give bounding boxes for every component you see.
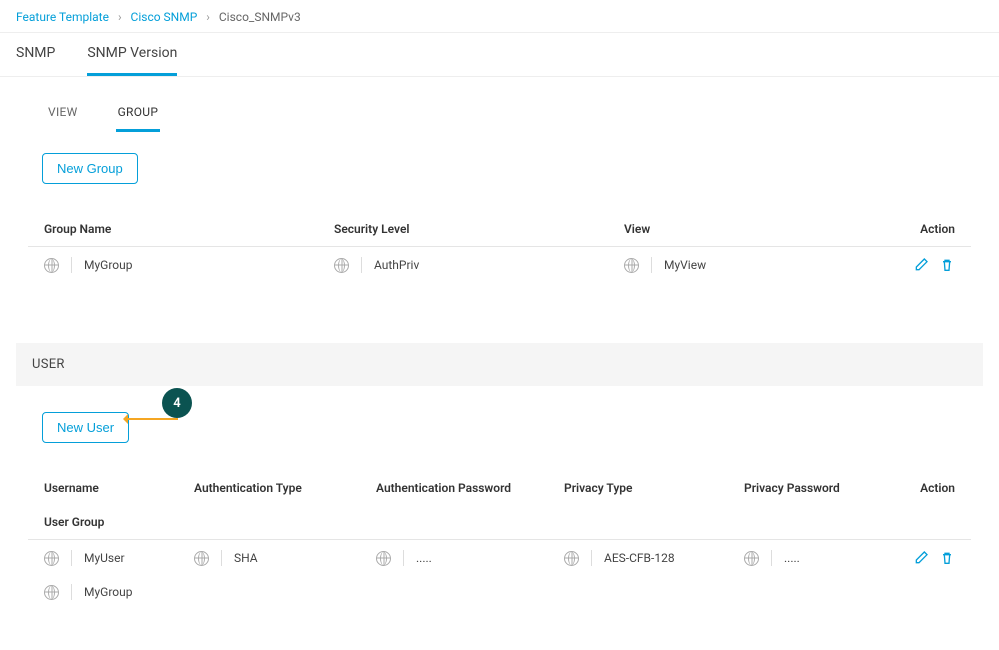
breadcrumb-sep: › — [118, 10, 122, 24]
cell-divider — [771, 550, 772, 566]
globe-icon — [624, 258, 639, 273]
breadcrumb-link-2[interactable]: Cisco SNMP — [131, 10, 198, 24]
user-table-row: MyUser SHA ..... AES-CFB-128 ..... — [28, 540, 971, 576]
group-table: Group Name Security Level View Action My… — [28, 212, 971, 283]
sub-tabs: VIEW GROUP — [28, 95, 971, 133]
cell-divider — [591, 550, 592, 566]
user-table-header: Username Authentication Type Authenticat… — [28, 471, 971, 505]
cell-divider — [361, 257, 362, 273]
group-table-row: MyGroup AuthPriv MyView — [28, 247, 971, 283]
cell-group-name: MyGroup — [84, 258, 132, 272]
col-view: View — [624, 222, 894, 236]
cell-view: MyView — [664, 258, 706, 272]
subtab-group[interactable]: GROUP — [116, 95, 161, 132]
col-username: Username — [44, 481, 194, 495]
delete-icon[interactable] — [939, 550, 955, 566]
user-table-header-2: User Group — [28, 505, 971, 540]
group-table-header: Group Name Security Level View Action — [28, 212, 971, 247]
col-auth-password: Authentication Password — [376, 481, 564, 495]
breadcrumb-sep: › — [206, 10, 210, 24]
cell-divider — [71, 584, 72, 600]
globe-icon — [564, 551, 579, 566]
col-user-group: User Group — [44, 515, 194, 529]
tab-snmp-version[interactable]: SNMP Version — [87, 33, 177, 76]
cell-divider — [403, 550, 404, 566]
new-group-button[interactable]: New Group — [42, 153, 138, 184]
globe-icon — [744, 551, 759, 566]
callout-badge: 4 — [162, 388, 192, 418]
col-security-level: Security Level — [334, 222, 624, 236]
delete-icon[interactable] — [939, 257, 955, 273]
cell-security-level: AuthPriv — [374, 258, 419, 272]
cell-divider — [71, 257, 72, 273]
cell-divider — [71, 550, 72, 566]
cell-auth-type: SHA — [234, 551, 258, 565]
globe-icon — [376, 551, 391, 566]
cell-privacy-password: ..... — [784, 551, 800, 565]
user-table: Username Authentication Type Authenticat… — [28, 471, 971, 610]
col-action: Action — [904, 481, 955, 495]
col-auth-type: Authentication Type — [194, 481, 376, 495]
breadcrumb-current: Cisco_SNMPv3 — [219, 10, 301, 24]
globe-icon — [334, 258, 349, 273]
globe-icon — [44, 585, 59, 600]
cell-divider — [651, 257, 652, 273]
cell-username: MyUser — [84, 551, 125, 565]
subtab-view[interactable]: VIEW — [46, 95, 80, 132]
callout-arrow-icon — [124, 418, 178, 420]
cell-privacy-type: AES-CFB-128 — [604, 551, 675, 565]
cell-auth-password: ..... — [416, 551, 432, 565]
step-callout: 4 — [142, 394, 172, 424]
col-privacy-type: Privacy Type — [564, 481, 744, 495]
globe-icon — [194, 551, 209, 566]
col-privacy-password: Privacy Password — [744, 481, 904, 495]
globe-icon — [44, 551, 59, 566]
content-area: VIEW GROUP New Group Group Name Security… — [0, 77, 999, 650]
user-section-header: USER — [16, 343, 983, 386]
edit-icon[interactable] — [913, 257, 929, 273]
cell-user-group: MyGroup — [84, 585, 132, 599]
new-user-button[interactable]: New User — [42, 412, 129, 443]
breadcrumb-link-1[interactable]: Feature Template — [16, 10, 109, 24]
edit-icon[interactable] — [913, 550, 929, 566]
user-table-row-2: MyGroup — [28, 576, 971, 610]
main-tabs: SNMP SNMP Version — [0, 33, 999, 77]
tab-snmp[interactable]: SNMP — [16, 33, 55, 76]
cell-divider — [221, 550, 222, 566]
col-group-name: Group Name — [44, 222, 334, 236]
col-action: Action — [894, 222, 955, 236]
breadcrumb: Feature Template › Cisco SNMP › Cisco_SN… — [0, 0, 999, 33]
globe-icon — [44, 258, 59, 273]
